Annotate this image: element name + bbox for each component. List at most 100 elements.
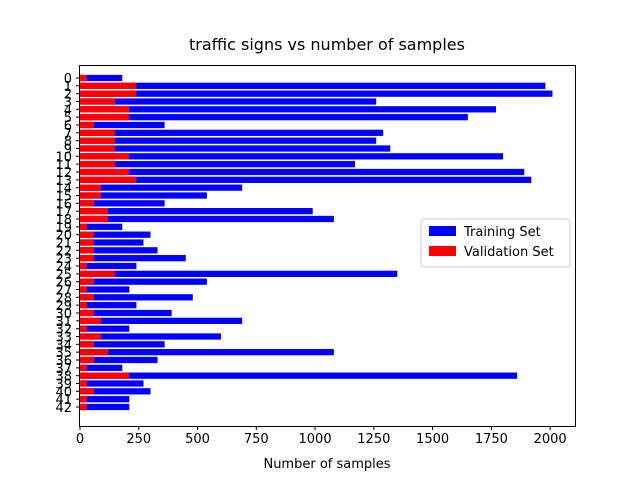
validation-bar-6: [80, 121, 95, 129]
y-tick-label: 2: [64, 88, 72, 103]
validation-bar-37: [80, 364, 88, 371]
y-tick-label: 35: [55, 346, 72, 361]
y-tick-label: 16: [55, 197, 72, 212]
y-tick-label: 27: [55, 284, 72, 299]
training-bar-7: [80, 129, 384, 136]
training-bar-38: [80, 372, 518, 379]
validation-bar-21: [80, 239, 95, 246]
validation-bar-1: [80, 82, 137, 89]
validation-bar-28: [80, 294, 95, 301]
validation-bar-23: [80, 255, 95, 262]
training-bar-0: [80, 74, 123, 82]
validation-bar-13: [80, 176, 137, 183]
y-tick-label: 15: [55, 190, 72, 205]
y-tick-label: 3: [64, 96, 72, 111]
training-bar-23: [80, 255, 186, 262]
y-tick-label: 20: [55, 229, 72, 244]
y-tick-label: 37: [55, 362, 72, 377]
training-bar-20: [80, 231, 151, 238]
training-bar-26: [80, 278, 207, 285]
y-tick-label: 18: [55, 213, 72, 228]
y-tick-label: 30: [55, 307, 72, 322]
training-bar-37: [80, 364, 123, 371]
training-bar-17: [80, 208, 313, 215]
y-tick-label: 19: [55, 221, 72, 236]
training-bar-28: [80, 294, 193, 301]
training-bar-24: [80, 262, 137, 270]
y-tick-label: 11: [55, 158, 72, 173]
validation-bar-2: [80, 90, 137, 97]
y-tick-label: 41: [55, 393, 72, 408]
x-axis-label: Number of samples: [263, 457, 390, 472]
validation-bar-34: [80, 341, 95, 348]
y-tick-label: 6: [64, 119, 72, 134]
training-bar-18: [80, 215, 334, 223]
y-tick-label: 32: [55, 323, 72, 338]
y-tick-label: 39: [55, 378, 72, 393]
training-bar-11: [80, 161, 356, 168]
legend: Training Set Validation Set: [420, 218, 571, 268]
y-tick-label: 1: [64, 80, 72, 95]
x-tick-label: 500: [185, 432, 210, 447]
training-bar-16: [80, 200, 165, 207]
x-tick-label: 250: [126, 432, 151, 447]
y-tick-label: 42: [55, 401, 72, 416]
training-bar-10: [80, 153, 504, 160]
legend-swatch-validation: [429, 246, 456, 256]
validation-bar-9: [80, 145, 116, 152]
training-bar-8: [80, 137, 377, 144]
x-tick-label: 1750: [475, 432, 508, 447]
training-bar-36: [80, 356, 158, 364]
training-bar-27: [80, 286, 130, 293]
y-tick-label: 26: [55, 276, 72, 291]
validation-bar-16: [80, 200, 95, 207]
y-tick-label: 36: [55, 354, 72, 369]
training-bar-32: [80, 325, 130, 332]
y-tick-label: 21: [55, 237, 72, 252]
validation-bar-4: [80, 106, 130, 113]
training-bar-13: [80, 176, 532, 183]
training-bar-2: [80, 90, 553, 97]
y-tick-label: 13: [55, 174, 72, 189]
validation-bar-8: [80, 137, 116, 144]
validation-bar-5: [80, 114, 130, 121]
y-tick-label: 5: [64, 111, 72, 126]
y-tick-label: 31: [55, 315, 72, 330]
validation-bar-36: [80, 356, 95, 364]
training-bar-21: [80, 239, 144, 246]
legend-label-validation: Validation Set: [464, 245, 554, 260]
validation-set-bars: [80, 74, 137, 411]
x-tick-label: 0: [76, 432, 84, 447]
y-tick-label: 7: [64, 127, 72, 142]
training-bar-25: [80, 270, 398, 277]
training-bar-4: [80, 106, 497, 113]
x-tick-label: 1000: [299, 432, 332, 447]
y-tick-label: 38: [55, 370, 72, 385]
validation-bar-29: [80, 302, 88, 309]
x-tick-label: 2000: [534, 432, 567, 447]
validation-bar-31: [80, 317, 102, 324]
training-bar-15: [80, 192, 207, 199]
y-tick-label: 12: [55, 166, 72, 181]
y-tick-label: 34: [55, 338, 72, 353]
validation-bar-32: [80, 325, 88, 332]
validation-bar-0: [80, 74, 88, 82]
y-tick-label: 8: [64, 135, 72, 150]
training-bar-39: [80, 380, 144, 387]
training-bar-40: [80, 388, 151, 395]
training-bar-35: [80, 349, 334, 356]
validation-bar-35: [80, 349, 109, 356]
legend-box: [420, 218, 571, 268]
validation-bar-14: [80, 184, 102, 191]
validation-bar-17: [80, 208, 109, 215]
validation-bar-42: [80, 403, 88, 411]
y-tick-label: 10: [55, 150, 72, 165]
training-set-bars: [80, 74, 553, 411]
training-bar-9: [80, 145, 391, 152]
y-tick-label: 22: [55, 244, 72, 259]
training-bar-31: [80, 317, 243, 324]
y-tick-label: 17: [55, 205, 72, 220]
training-bar-3: [80, 98, 377, 105]
y-tick-label: 28: [55, 291, 72, 306]
legend-label-training: Training Set: [463, 225, 541, 240]
